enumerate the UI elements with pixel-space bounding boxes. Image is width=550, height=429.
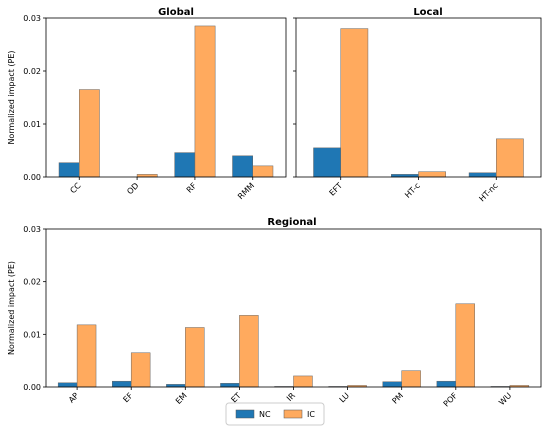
legend-label-nc: NC [259,410,271,419]
bar-nc-ef [112,380,132,388]
bar-nc-ht-nc [468,172,497,178]
y-axis-label: Normalized impact (PE) [7,50,16,144]
panel-local: Local EFT HT-c HT-nc [293,7,542,203]
axes-frame [45,228,542,388]
bar-nc-eft [313,147,341,178]
bar-nc-cc [58,162,80,178]
y-tick-label: 0.03 [23,14,41,23]
bar-ic-ht-nc [496,138,524,178]
x-tick-label: RF [185,181,199,195]
bar-nc-rf [174,152,196,178]
bar-nc-ap [57,382,78,388]
legend-swatch-nc [235,409,255,419]
x-tick-label: HT-c [403,181,422,200]
x-tick-label: WU [497,391,513,407]
x-tick-label: AP [67,391,81,405]
x-tick-label: EM [174,391,189,406]
legend-frame [225,402,325,426]
y-tick-label: 0.01 [23,120,41,129]
plot-area-regional: 0.00 0.01 0.02 0.03 AP EF EM ET IR LU PM POF WU [23,225,542,409]
bar-ic-rf [194,25,216,178]
y-axis-label: Normalized impact (PE) [7,261,16,355]
x-tick-label: PM [390,391,405,406]
bar-nc-et [220,383,240,388]
legend: NC IC [225,402,325,426]
x-tick-label: RMM [236,181,256,201]
x-tick-label: POF [442,391,460,409]
bar-ic-pm [401,370,421,388]
bar-ic-pof [455,303,475,388]
bar-ic-eft [340,28,369,178]
x-tick-label: EF [121,391,134,404]
bar-ic-ef [130,352,151,388]
x-tick-label: HT-nc [477,181,499,203]
y-tick-label: 0.02 [23,278,41,287]
plot-area-global: 0.00 0.01 0.02 0.03 CC OD RF RMM [23,14,287,201]
x-tick-label: EFT [328,181,345,198]
bar-ic-cc [79,89,100,178]
bar-ic-em [185,327,205,388]
panel-title: Regional [267,217,316,228]
bar-nc-pm [382,381,402,388]
y-tick-label: 0.00 [23,383,41,392]
legend-swatch-ic [283,409,303,419]
bar-nc-rmm [232,155,253,178]
y-tick-label: 0.03 [23,225,41,234]
x-tick-label: ET [229,391,242,404]
y-tick-label: 0.00 [23,173,41,182]
bar-ic-ir [293,375,313,388]
bar-ic-et [239,315,259,388]
x-tick-label: LU [338,391,351,404]
panel-regional: Regional Normalized impact (PE) 0.00 0.01… [7,217,542,409]
x-tick-label: OD [125,181,140,196]
axes-frame [45,17,287,178]
y-tick-label: 0.01 [23,330,41,339]
panel-global: Global Normalized impact (PE) 0.000.010.… [7,7,287,201]
panel-title: Global [158,7,194,18]
x-tick-label: IR [285,391,297,403]
bar-ic-ap [76,324,97,388]
x-tick-label: CC [68,181,83,196]
bar-ic-ht-c [418,171,446,178]
axes-frame [295,17,542,178]
panel-title: Local [413,7,442,18]
y-tick-label: 0.02 [23,67,41,76]
plot-area-local: EFT HT-c HT-nc [293,17,542,203]
bar-nc-pof [436,380,457,388]
bar-ic-rmm [252,165,274,178]
legend-label-ic: IC [307,410,315,419]
